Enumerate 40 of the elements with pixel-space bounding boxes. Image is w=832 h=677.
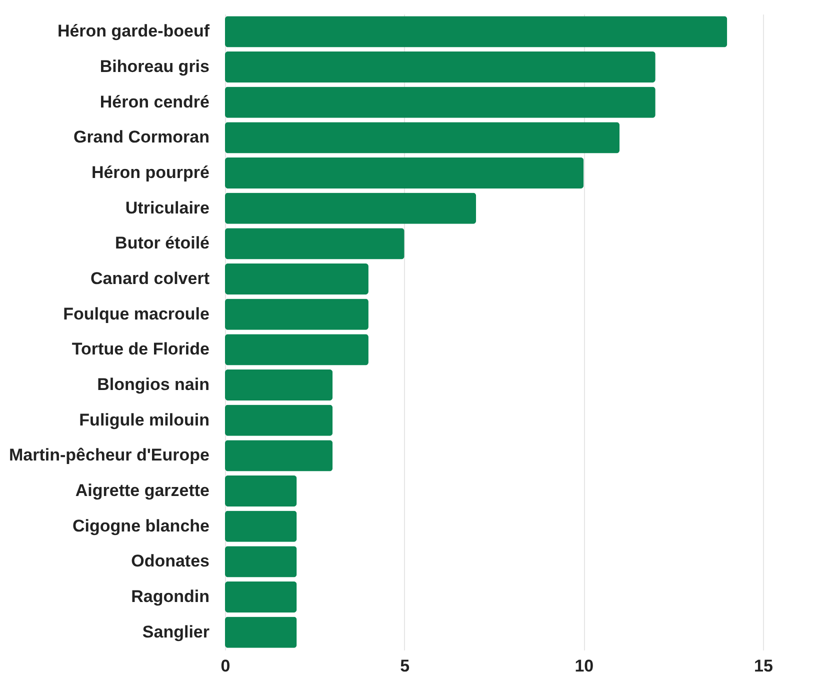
bar: [225, 263, 368, 295]
y-tick-label: Aigrette garzette: [75, 481, 210, 500]
y-tick-label: Bihoreau gris: [100, 57, 210, 76]
bar: [225, 157, 584, 189]
y-tick-label: Tortue de Floride: [72, 340, 210, 359]
x-tick-label: 0: [220, 656, 230, 676]
y-tick-label: Fuligule milouin: [79, 410, 210, 430]
bar: [225, 298, 368, 330]
x-tick-label: 10: [574, 656, 594, 676]
y-tick-label: Héron garde-boeuf: [57, 22, 210, 41]
bar: [225, 51, 656, 83]
bar: [225, 475, 297, 507]
y-tick-label: Canard colvert: [90, 269, 210, 288]
y-tick-label: Butor étoilé: [115, 234, 210, 253]
y-tick-label: Utriculaire: [125, 198, 210, 218]
x-tick-label: 5: [400, 656, 410, 676]
y-tick-label: Martin-pêcheur d'Europe: [8, 446, 210, 465]
bar: [225, 122, 620, 154]
bar: [225, 440, 333, 472]
y-tick-label: Héron cendré: [100, 92, 210, 112]
y-tick-label: Odonates: [131, 552, 210, 571]
bar: [225, 616, 297, 648]
bar: [225, 404, 333, 436]
bar: [225, 86, 656, 118]
y-tick-label: Cigogne blanche: [72, 516, 210, 536]
bar: [225, 334, 368, 366]
bar: [225, 369, 333, 401]
bar: [225, 228, 404, 260]
y-tick-label: Ragondin: [131, 587, 210, 606]
bar: [225, 192, 476, 224]
bar: [225, 581, 297, 613]
y-tick-label: Blongios nain: [97, 375, 210, 394]
y-tick-label: Héron pourpré: [91, 163, 210, 182]
bar: [225, 546, 297, 578]
y-tick-label: Grand Cormoran: [73, 128, 210, 147]
bar: [225, 510, 297, 542]
bar: [225, 16, 728, 48]
x-tick-label: 15: [754, 656, 773, 676]
y-tick-label: Sanglier: [142, 622, 210, 642]
y-tick-label: Foulque macroule: [63, 304, 210, 324]
